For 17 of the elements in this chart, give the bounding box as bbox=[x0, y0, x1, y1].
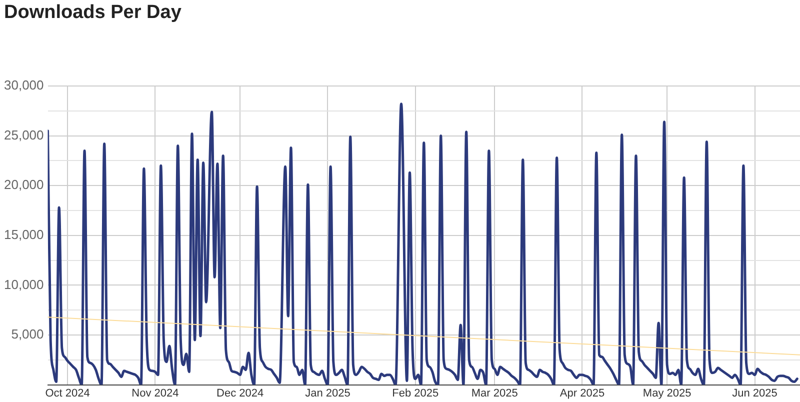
y-tick-label: 30,000 bbox=[4, 78, 44, 93]
x-tick-label: Nov 2024 bbox=[132, 387, 179, 400]
x-tick-label: Feb 2025 bbox=[392, 387, 439, 400]
line-series bbox=[48, 102, 798, 385]
x-tick-label: Oct 2024 bbox=[45, 387, 90, 400]
x-tick-label: Apr 2025 bbox=[560, 387, 605, 400]
x-tick-label: May 2025 bbox=[642, 387, 692, 400]
y-tick-label: 15,000 bbox=[4, 226, 44, 242]
x-tick-label: Jun 2025 bbox=[732, 387, 778, 400]
x-tick-label: Dec 2024 bbox=[216, 387, 264, 400]
chart-title: Downloads Per Day bbox=[4, 2, 182, 24]
y-tick-label: 25,000 bbox=[4, 127, 44, 142]
y-tick-label: 20,000 bbox=[4, 177, 44, 192]
y-tick-label: 5,000 bbox=[11, 326, 44, 342]
y-tick-label: 10,000 bbox=[4, 276, 44, 292]
x-tick-label: Mar 2025 bbox=[471, 387, 518, 400]
x-tick-label: Jan 2025 bbox=[305, 387, 350, 400]
